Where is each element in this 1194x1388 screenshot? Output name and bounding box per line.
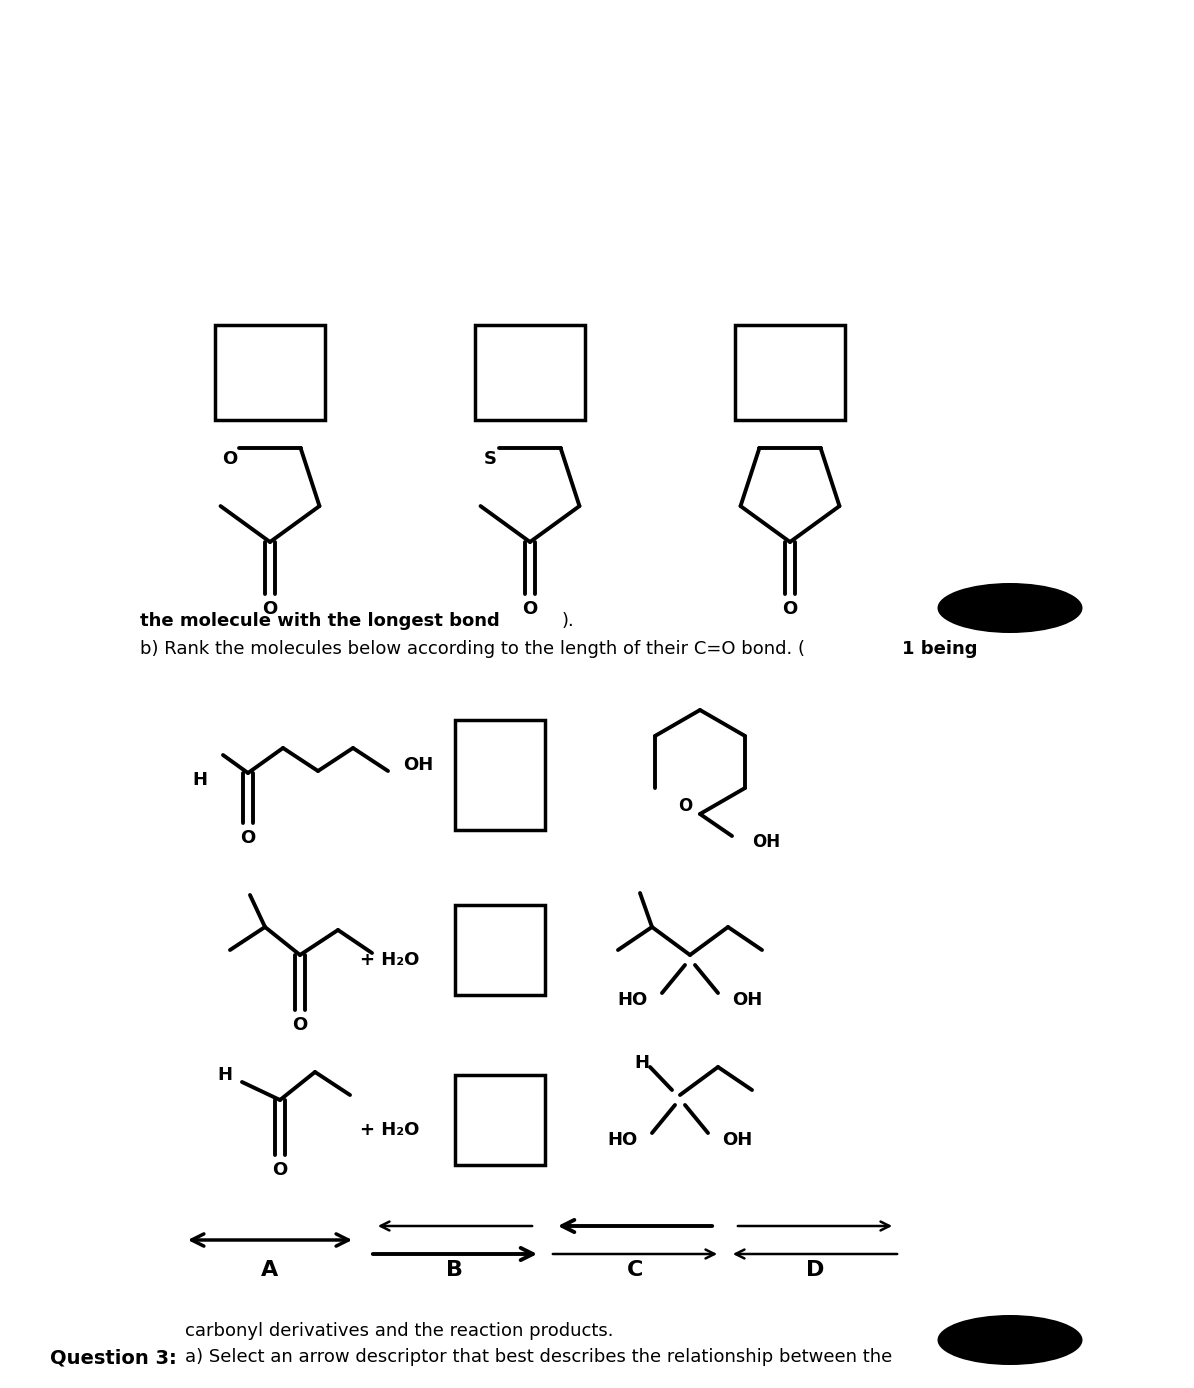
Bar bbox=[736, 325, 845, 421]
Bar bbox=[215, 325, 325, 421]
Text: O: O bbox=[240, 829, 256, 847]
Text: HO: HO bbox=[617, 991, 648, 1009]
Text: a) Select an arrow descriptor that best describes the relationship between the: a) Select an arrow descriptor that best … bbox=[185, 1348, 892, 1366]
Text: A: A bbox=[261, 1260, 278, 1280]
Text: O: O bbox=[263, 600, 278, 618]
Bar bbox=[455, 1074, 544, 1165]
Text: the molecule with the longest bond: the molecule with the longest bond bbox=[140, 612, 500, 630]
Text: + H₂O: + H₂O bbox=[361, 1122, 419, 1140]
Text: D: D bbox=[806, 1260, 824, 1280]
Bar bbox=[475, 325, 585, 421]
Text: O: O bbox=[782, 600, 798, 618]
Text: O: O bbox=[222, 450, 238, 468]
Text: H: H bbox=[217, 1066, 233, 1084]
Text: + H₂O: + H₂O bbox=[361, 951, 419, 969]
Text: HO: HO bbox=[608, 1131, 638, 1149]
Text: O: O bbox=[272, 1160, 288, 1178]
Text: OH: OH bbox=[752, 833, 780, 851]
Text: S: S bbox=[484, 450, 497, 468]
Ellipse shape bbox=[937, 1314, 1083, 1364]
Text: Question 3:: Question 3: bbox=[50, 1348, 177, 1367]
Bar bbox=[455, 720, 544, 830]
Text: OH: OH bbox=[722, 1131, 752, 1149]
Bar bbox=[455, 905, 544, 995]
Text: 1 being: 1 being bbox=[901, 640, 978, 658]
Text: B: B bbox=[447, 1260, 463, 1280]
Text: C: C bbox=[627, 1260, 644, 1280]
Text: O: O bbox=[293, 1016, 308, 1034]
Text: ).: ). bbox=[562, 612, 574, 630]
Text: OH: OH bbox=[732, 991, 762, 1009]
Text: b) Rank the molecules below according to the length of their C=O bond. (: b) Rank the molecules below according to… bbox=[140, 640, 805, 658]
Text: O: O bbox=[522, 600, 537, 618]
Text: H: H bbox=[192, 770, 208, 788]
Text: OH: OH bbox=[404, 756, 433, 775]
Text: carbonyl derivatives and the reaction products.: carbonyl derivatives and the reaction pr… bbox=[185, 1321, 614, 1339]
Text: H: H bbox=[634, 1053, 650, 1072]
Ellipse shape bbox=[937, 583, 1083, 633]
Text: O: O bbox=[678, 797, 693, 815]
